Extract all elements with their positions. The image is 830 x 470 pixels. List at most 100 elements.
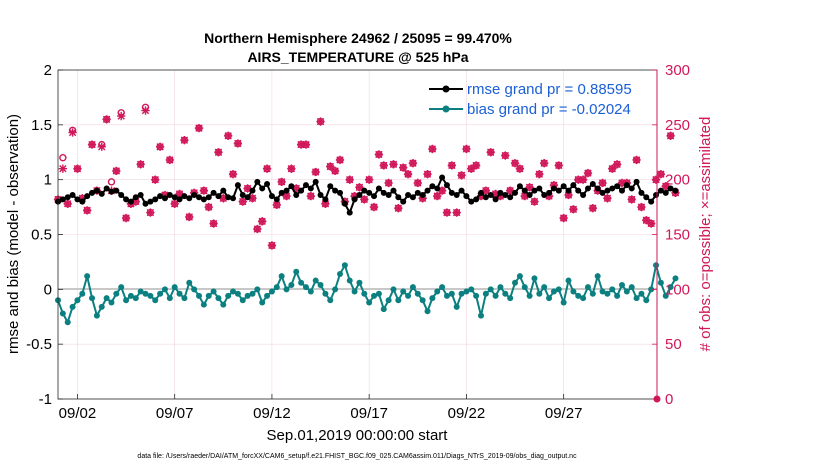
obs-assimilated-marker	[647, 219, 656, 228]
rmse-point	[672, 187, 679, 194]
bias-point	[332, 286, 339, 293]
bias-point	[113, 290, 120, 297]
obs-assimilated-marker	[501, 151, 510, 160]
rmse-point	[502, 192, 509, 199]
legend: rmse grand pr = 0.88595 bias grand pr = …	[429, 81, 632, 118]
rmse-point	[74, 196, 81, 203]
rmse-point	[575, 187, 582, 194]
obs-assimilated-marker	[520, 191, 529, 201]
rmse-point	[468, 198, 475, 205]
bias-point	[108, 299, 115, 306]
bias-point	[448, 290, 455, 297]
obs-assimilated-marker	[559, 213, 568, 223]
bias-point	[98, 303, 105, 310]
bias-point	[565, 277, 572, 284]
obs-assimilated-marker	[170, 199, 179, 208]
rmse-point	[268, 193, 275, 200]
bias-point	[371, 292, 378, 299]
obs-assimilated-marker	[491, 189, 500, 199]
bias-point	[550, 288, 557, 295]
legend-rmse-marker	[442, 85, 450, 93]
obs-assimilated-marker	[258, 217, 267, 226]
legend-bias-label: bias grand pr = -0.02024	[467, 101, 631, 118]
obs-assimilated-marker	[146, 208, 155, 217]
obs-assimilated-marker	[63, 199, 72, 208]
obs-assimilated-marker	[433, 191, 442, 201]
obs-assimilated-marker	[360, 195, 369, 204]
rmse-point	[123, 196, 130, 203]
bias-point	[667, 284, 674, 291]
obs-assimilated-marker	[306, 191, 315, 201]
bias-point	[234, 290, 241, 297]
rmse-point	[225, 194, 232, 201]
obs-possible-marker	[107, 178, 116, 186]
bias-point	[589, 290, 596, 297]
bias-point	[293, 268, 300, 275]
rmse-point	[103, 185, 110, 192]
rmse-point	[550, 185, 557, 192]
obs-assimilated-marker	[467, 164, 476, 173]
rmse-point	[302, 182, 309, 189]
rmse-point	[395, 194, 402, 201]
y-tick-label: 2	[44, 62, 52, 79]
rmse-point	[171, 194, 178, 201]
obs-assimilated-marker	[253, 224, 262, 234]
rmse-point	[526, 192, 533, 199]
obs-assimilated-marker	[214, 148, 223, 157]
bias-point	[584, 284, 591, 291]
y-axis-label: rmse and bias (model - observation)	[5, 114, 22, 354]
obs-assimilated-marker	[117, 111, 126, 121]
bias-point	[560, 299, 567, 306]
bias-point	[366, 299, 373, 306]
chart-title-line2: AIRS_TEMPERATURE @ 525 hPa	[247, 49, 468, 65]
bias-point	[137, 288, 144, 295]
rmse-point	[614, 183, 621, 190]
bias-point	[278, 273, 285, 280]
obs-assimilated-marker	[209, 219, 218, 228]
bias-point	[536, 290, 543, 297]
bias-point	[473, 292, 480, 299]
rmse-point	[89, 189, 96, 196]
y-right-tick-label: 150	[665, 227, 690, 244]
rmse-point	[594, 185, 601, 192]
x-axis-label: Sep.01,2019 00:00:00 start	[267, 427, 449, 444]
y-tick-label: 1	[44, 172, 52, 189]
bias-point	[526, 292, 533, 299]
rmse-point	[424, 187, 431, 194]
rmse-point	[215, 193, 222, 200]
rmse-point	[507, 194, 514, 201]
obs-assimilated-marker	[496, 191, 505, 201]
rmse-point	[638, 189, 645, 196]
obs-assimilated-marker	[267, 241, 277, 250]
y-right-tick-label: 50	[665, 336, 682, 353]
bias-point	[93, 312, 100, 319]
obs-assimilated-marker	[185, 212, 194, 222]
y-tick-label: 0.5	[31, 227, 52, 244]
bias-point	[249, 290, 256, 297]
rmse-point	[604, 187, 611, 194]
rmse-point	[200, 196, 207, 203]
obs-assimilated-marker	[355, 183, 364, 192]
rmse-point	[210, 189, 217, 196]
obs-assimilated-marker	[399, 163, 408, 172]
rmse-point	[84, 193, 91, 200]
bias-point	[657, 279, 664, 286]
obs-assimilated-marker	[224, 131, 233, 140]
rmse-point	[341, 200, 348, 207]
rmse-point	[580, 192, 587, 199]
rmse-point	[273, 196, 280, 203]
rmse-point	[108, 188, 115, 195]
rmse-point	[234, 182, 241, 189]
bias-point	[419, 297, 426, 304]
obs-assimilated-marker	[608, 164, 617, 173]
obs-assimilated-marker	[549, 180, 559, 190]
obs-assimilated-marker	[194, 123, 204, 133]
rmse-series	[55, 174, 679, 216]
obs-assimilated-marker	[384, 178, 393, 188]
bias-point	[356, 279, 363, 286]
rmse-point	[93, 187, 100, 194]
obs-assimilated-marker	[350, 191, 359, 201]
bias-point	[59, 310, 66, 317]
obs-assimilated-marker	[544, 191, 554, 201]
obs-assimilated-marker	[136, 160, 145, 169]
